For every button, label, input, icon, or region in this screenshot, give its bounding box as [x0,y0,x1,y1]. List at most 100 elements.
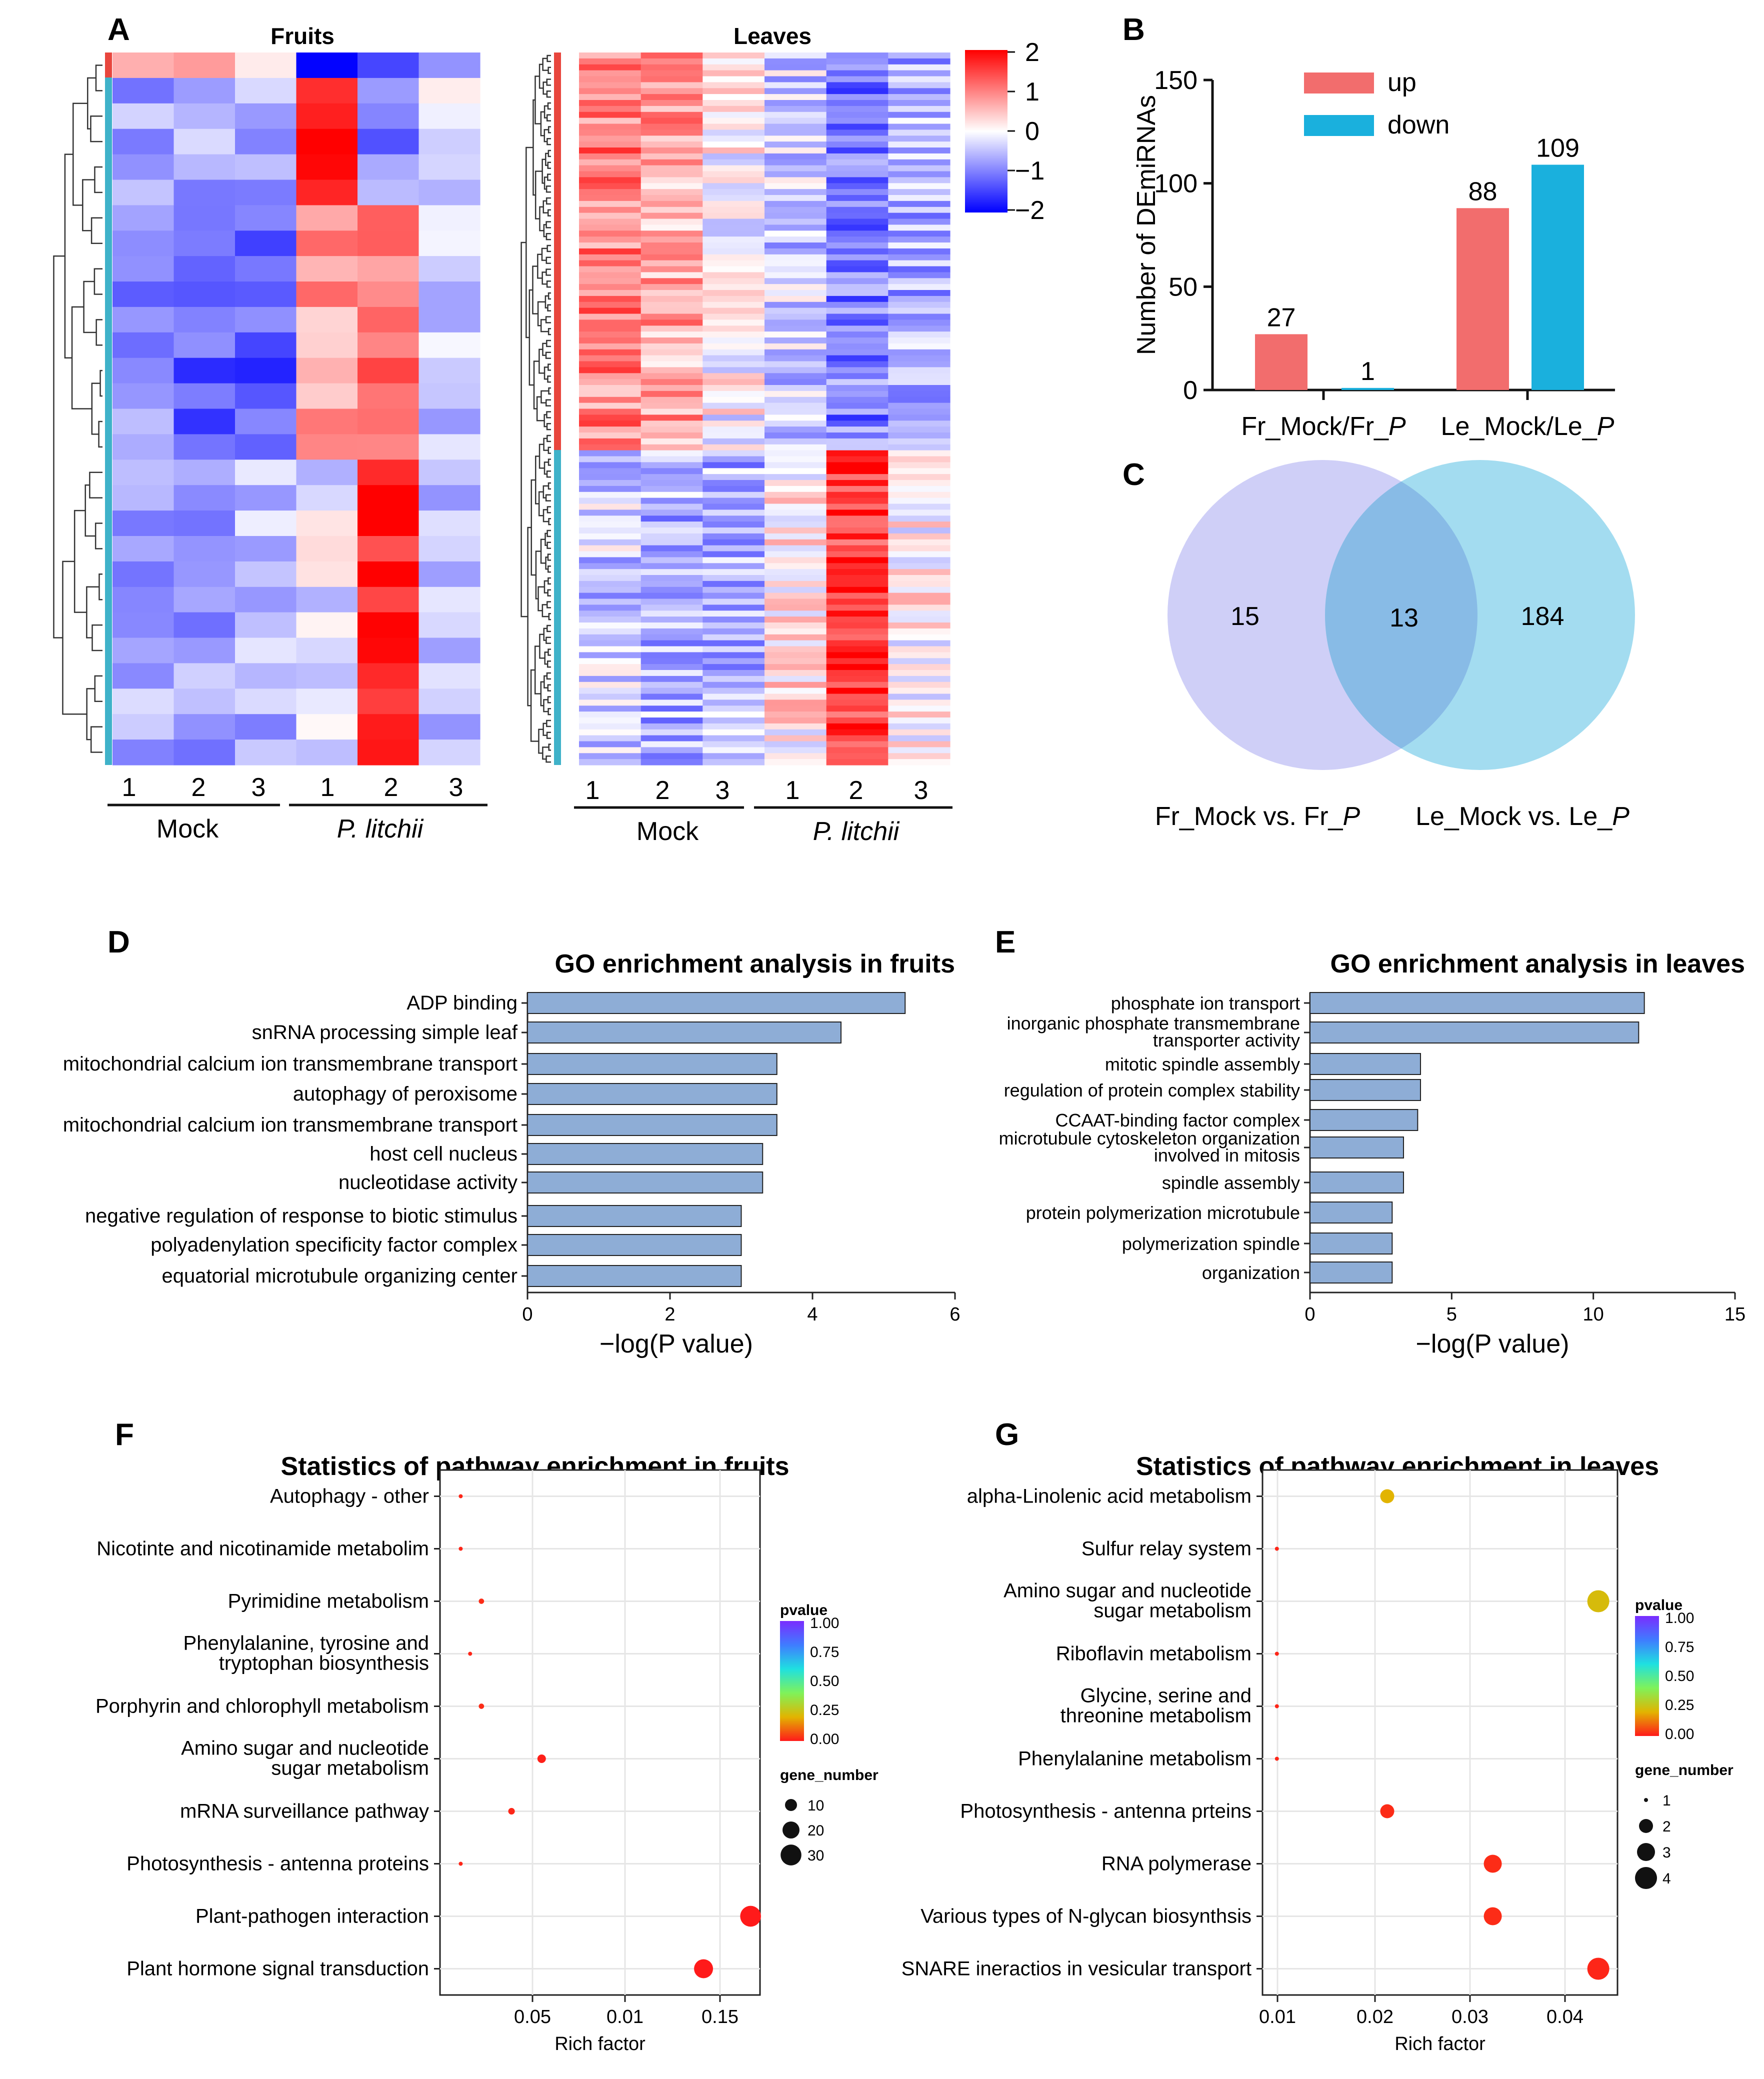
leaves-heatmap-cell [888,177,950,184]
leaves-heatmap-cell [764,58,827,65]
dendrogram-branch [547,684,551,692]
leaves-heatmap-cell [579,278,642,284]
leaves-heatmap-cell [702,248,765,255]
go-bar [1310,1172,1404,1194]
leaves-heatmap-cell [826,628,888,635]
leaves-heatmap-cell [888,658,950,664]
dendrogram-branch [548,292,551,300]
leaves-heatmap-cell [888,723,950,730]
fruits-heatmap-cell [235,230,297,256]
leaves-heatmap-cell [826,64,888,71]
leaves-heatmap-cell [888,528,950,534]
leaves-heatmap-cell [579,136,642,142]
leaves-heatmap-cell [702,474,765,480]
go-bar [1310,992,1645,1014]
leaves-heatmap-cell [579,284,642,290]
leaves-heatmap-cell [888,142,950,148]
leaves-heatmap-cell [702,426,765,433]
leaves-heatmap-cell [826,361,888,368]
leaves-heatmap-cell [888,367,950,374]
fruits-heatmap-cell [296,434,358,460]
leaves-heatmap-cell [640,652,703,658]
leaves-heatmap-cell [579,592,642,600]
leaves-heatmap-cell [640,94,703,100]
b-bar-value-label: 1 [1360,357,1375,386]
leaves-heatmap-cell [826,290,888,296]
fruits-heatmap-cell [174,460,236,486]
leaves-heatmap-cell [826,212,888,220]
fruits-heatmap-cell [358,688,420,714]
panel-label-g: G [995,1418,1019,1452]
fruits-heatmap-cell [235,282,297,308]
category-label: alpha-Linolenic acid metabolism [967,1486,1252,1508]
leaves-heatmap-cell [702,646,765,652]
scale-tick: −2 [1015,196,1044,225]
leaves-heatmap-cell [702,390,765,398]
category-label: Phenylalanine metabolism [1018,1748,1252,1770]
dendrogram-branch [542,342,547,356]
leaves-heatmap-cell [579,563,642,570]
leaves-heatmap-cell [579,260,642,267]
dendrogram-branch [520,242,528,618]
leaves-heatmap-cell [764,432,827,439]
leaves-heatmap-cell [702,64,765,71]
go-bar [1310,1232,1393,1254]
leaves-heatmap-cell [764,236,827,243]
leaves-heatmap-cell [640,272,703,278]
leaves-heatmap-cell [640,396,703,404]
fruits-heatmap-cell [112,103,174,130]
leaves-heatmap-cell [764,664,827,670]
fruits-heatmap-cell [174,78,236,104]
leaves-heatmap-cell [702,159,765,166]
panel-label-f: F [115,1418,134,1452]
leaves-heatmap-cell [640,224,703,231]
leaves-heatmap-cell [579,658,642,664]
leaves-heatmap-cell [640,634,703,641]
dendrogram-branch [544,176,548,190]
leaves-heatmap-cell [826,747,888,754]
dendrogram-branch [546,660,551,668]
leaves-heatmap-cell [579,510,642,516]
leaves-heatmap-cell [826,522,888,528]
dendrogram-branch [543,438,548,451]
pathway-dot [537,1754,546,1763]
x-tick-label: 0 [522,1304,532,1325]
leaves-heatmap-cell [702,142,765,148]
leaves-heatmap-cell [579,569,642,576]
leaves-heatmap-cell [702,551,765,558]
leaves-heatmap-cell [579,682,642,688]
fruits-heatmap-cell [174,561,236,588]
leaves-heatmap-cell [579,741,642,748]
leaves-heatmap-cell [702,308,765,314]
leaves-heatmap-cell [826,94,888,100]
fruits-heatmap-cell [112,332,174,358]
leaves-heatmap-cell [826,474,888,480]
fruits-heatmap-cell [112,460,174,486]
fruits-heatmap-cell [358,460,420,486]
leaves-heatmap-cell [702,480,765,486]
leaves-heatmap-cell [764,189,827,196]
leaves-heatmap-cell [764,206,827,214]
leaves-heatmap-cell [702,640,765,647]
fruits-heatmap-cell [418,460,480,486]
leaves-heatmap-cell [764,688,827,694]
dendrogram-branch [94,522,102,550]
leaves-heatmap-cell [702,735,765,742]
dendrogram-branch [544,295,549,308]
leaves-heatmap-cell [702,610,765,617]
fruits-heatmap-cell [296,408,358,434]
scale-tick: 0 [1025,117,1040,146]
leaves-heatmap-cell [640,646,703,652]
leaves-heatmap-cell [826,712,888,718]
category-label: equatorial microtubule organizing center [162,1265,518,1287]
category-label: Amino sugar and nucleotide [1004,1580,1252,1602]
fruits-heatmap-cell [174,332,236,358]
leaves-heatmap-cell [702,296,765,302]
leaves-heatmap-cell [826,70,888,77]
leaves-heatmap-cell [826,171,888,178]
leaves-heatmap-cell [640,604,703,611]
leaves-heatmap-cell [888,504,950,510]
fruits-heatmap-cell [296,205,358,231]
dendrogram-branch [84,484,96,537]
leaves-heatmap-cell [764,390,827,398]
